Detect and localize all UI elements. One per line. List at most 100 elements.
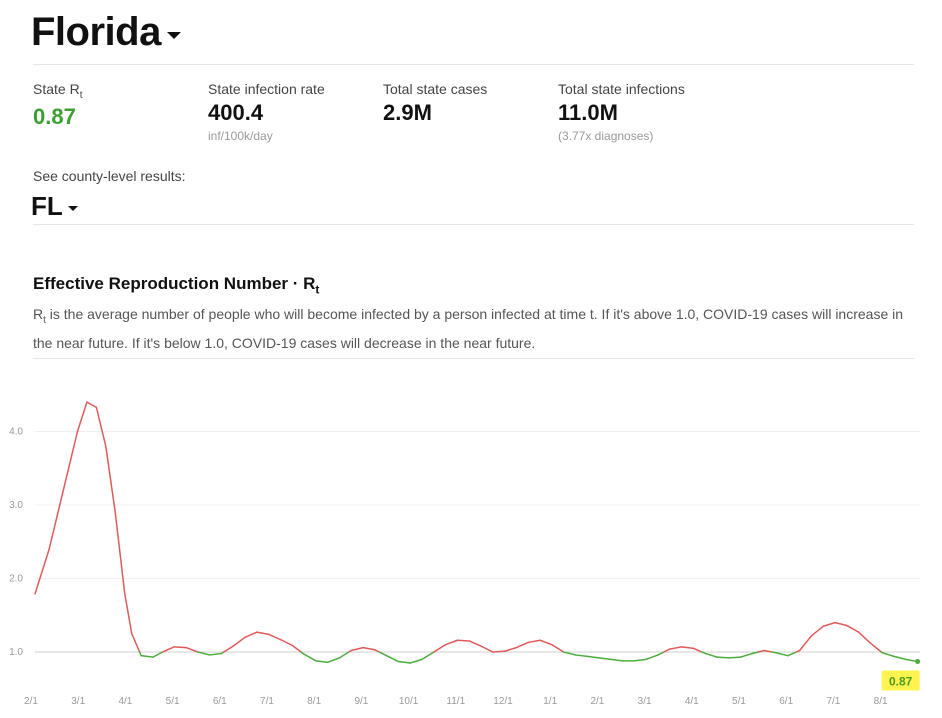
stat-label: Total state cases: [383, 81, 488, 97]
header-divider: [33, 64, 914, 65]
stat-total-infections: Total state infections 11.0M (3.77x diag…: [558, 81, 685, 143]
rt-line-segment: [350, 646, 364, 652]
rt-line-segment: [503, 646, 518, 653]
stat-value: 400.4: [208, 100, 264, 125]
rt-line-segment: [338, 651, 350, 659]
rt-line-segment: [267, 633, 282, 641]
rt-chart: 1.0 2.0 3.0 4.0 2/1 3/1 4/1 5/1 6/1 7/1 8/1 9/1 10/1…: [9, 401, 921, 707]
section-title: Effective Reproduction Number · Rt: [33, 274, 320, 297]
stat-total-cases: Total state cases 2.9M: [383, 81, 487, 126]
x-tick-label: 3/1: [71, 696, 85, 707]
y-tick-label: 4.0: [9, 427, 23, 438]
rt-line-segment: [279, 638, 293, 647]
rt-line-segment: [881, 651, 895, 658]
rt-line-segment: [105, 445, 116, 514]
rt-line-segment: [857, 631, 872, 644]
rt-line-segment: [173, 646, 187, 649]
x-tick-label: 9/1: [354, 696, 368, 707]
rt-line-segment: [232, 636, 246, 647]
county-selected: FL: [31, 191, 63, 221]
rt-line-segment: [798, 635, 813, 652]
rt-line-segment: [834, 621, 848, 627]
rt-line-segment: [326, 657, 341, 664]
rt-line-segment: [663, 648, 671, 653]
stat-note: inf/100k/day: [208, 129, 273, 143]
rt-line-segment: [131, 632, 141, 653]
rt-line-segment: [433, 643, 447, 653]
stat-value: 0.87: [33, 103, 76, 129]
x-tick-label: 12/1: [493, 696, 513, 707]
rt-line-segment: [751, 651, 760, 655]
rt-line-segment: [822, 621, 836, 628]
stat-value: 11.0M: [558, 100, 618, 125]
rt-line-segment: [692, 647, 703, 653]
rt-line-segment: [456, 639, 470, 642]
rt-line-segment: [223, 645, 234, 653]
x-tick-label: 6/1: [213, 696, 227, 707]
x-tick-label: 7/1: [826, 696, 840, 707]
rt-line-segment: [586, 655, 600, 659]
x-tick-label: 7/1: [260, 696, 274, 707]
rt-line-segment: [598, 657, 612, 661]
rt-line-segment: [291, 644, 302, 653]
section-description: Rt is the average number of people who w…: [33, 306, 904, 351]
rt-line-segment: [362, 646, 376, 651]
x-tick-label: 11/1: [446, 696, 465, 707]
rt-line-segment: [444, 639, 459, 646]
rt-line-segment: [539, 639, 553, 646]
rt-line-segment: [492, 650, 506, 653]
rt-last-point: [915, 659, 921, 665]
rt-line-segment: [76, 401, 88, 433]
rt-line-segment: [739, 652, 754, 658]
x-tick-label: 10/1: [399, 696, 419, 707]
rt-line-segment: [34, 548, 50, 595]
stat-value: 2.9M: [383, 100, 432, 125]
x-tick-label: 1/1: [543, 696, 557, 707]
x-tick-label: 2/1: [24, 696, 38, 707]
rt-line-segment: [385, 654, 400, 663]
rt-line-segment: [633, 658, 647, 662]
stat-state-rt: State Rt 0.87: [33, 81, 82, 130]
rt-line-segment: [468, 640, 482, 647]
rt-line-segment: [303, 653, 317, 662]
x-tick-label: 6/1: [779, 696, 793, 707]
x-tick-label: 8/1: [874, 696, 888, 707]
rt-line-segment: [869, 642, 883, 653]
rt-line-segment: [378, 651, 388, 657]
rt-line-segment: [114, 511, 126, 594]
rt-line-segment: [775, 651, 789, 657]
rt-line-segment: [48, 489, 65, 550]
county-label: See county-level results:: [33, 168, 186, 184]
rt-line-segment: [757, 649, 765, 653]
rt-line-segment: [315, 660, 329, 664]
x-tick-label: 8/1: [307, 696, 321, 707]
rt-line-segment: [527, 639, 541, 644]
caret-down-icon[interactable]: [166, 32, 181, 39]
stat-note: (3.77x diagnoses): [558, 129, 654, 143]
x-tick-label: 5/1: [166, 696, 180, 707]
x-tick-label: 3/1: [638, 696, 652, 707]
y-tick-label: 1.0: [9, 647, 23, 658]
rt-line-segment: [669, 646, 683, 650]
x-tick-label: 4/1: [685, 696, 699, 707]
rt-line-segment: [763, 649, 773, 653]
rt-line-segment: [86, 401, 98, 408]
county-selector[interactable]: FL: [31, 191, 78, 222]
rt-line-segment: [645, 654, 659, 661]
rt-line-segment: [256, 631, 270, 636]
caret-down-icon[interactable]: [67, 206, 78, 211]
state-title: Florida: [31, 10, 161, 54]
x-tick-label: 4/1: [118, 696, 132, 707]
rt-line-segment: [140, 654, 154, 658]
state-selector[interactable]: Florida: [31, 10, 181, 55]
y-tick-label: 2.0: [9, 574, 23, 585]
rt-line-segment: [62, 430, 79, 492]
rt-line-segment: [95, 406, 107, 447]
rt-line-segment: [810, 625, 824, 637]
rt-line-segment: [728, 656, 742, 659]
rt-line-segment: [244, 631, 258, 639]
county-divider: [33, 224, 914, 225]
rt-line-segment: [123, 592, 133, 635]
rt-line-segment: [562, 651, 577, 656]
rt-line-segment: [551, 643, 565, 653]
